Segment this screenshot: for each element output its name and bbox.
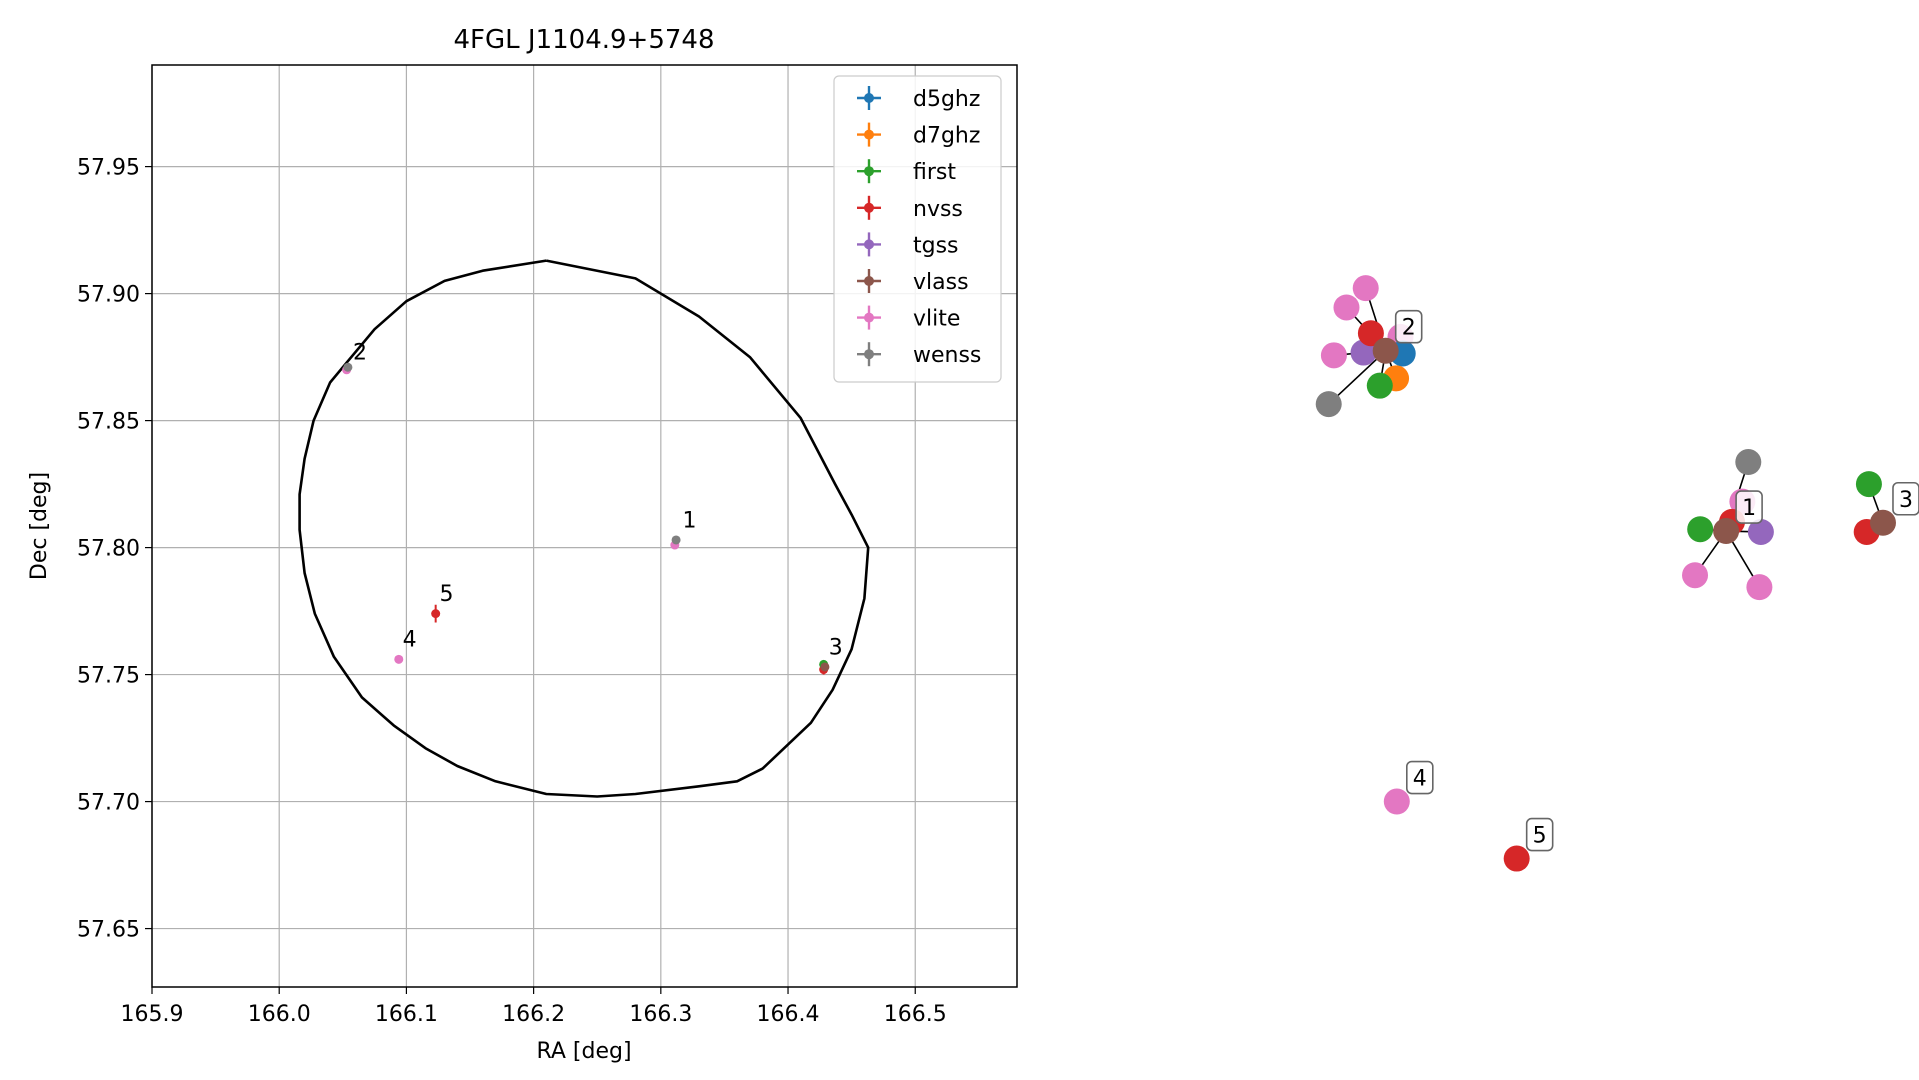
network-node-wenss xyxy=(1735,449,1762,476)
network-labels: 2 1 3 4 5 xyxy=(1394,309,1919,852)
legend-marker-dot-d5ghz xyxy=(864,93,874,103)
y-tick-label: 57.80 xyxy=(77,537,140,562)
data-point-vlite xyxy=(394,654,404,664)
x-axis-ticks: 165.9 166.0 166.1 166.2 166.3 166.4 166.5 xyxy=(121,987,947,1027)
network-node-nvss xyxy=(1503,845,1530,872)
network-label-box xyxy=(1406,760,1434,795)
network-node-first xyxy=(1855,471,1882,498)
y-axis-label: Dec [deg] xyxy=(27,472,52,580)
network-node-first xyxy=(1366,372,1393,399)
x-tick-label: 166.1 xyxy=(375,1002,438,1027)
y-tick-label: 57.70 xyxy=(77,791,140,816)
uncertainty-ellipse xyxy=(298,259,870,798)
legend: d5ghz d7ghz first nvss tgss vlass vlite wenss xyxy=(833,75,1002,383)
x-tick-label: 166.4 xyxy=(757,1002,820,1027)
x-tick-label: 165.9 xyxy=(121,1002,184,1027)
network-label-2: 2 xyxy=(1402,316,1416,341)
x-tick-label: 166.2 xyxy=(502,1002,565,1027)
data-point-wenss xyxy=(671,535,681,545)
network-node-vlite xyxy=(1383,788,1410,815)
network-node-vlass xyxy=(1713,518,1740,545)
legend-label-nvss: nvss xyxy=(913,197,963,222)
data-point-nvss xyxy=(431,609,441,619)
network-label-box xyxy=(1735,490,1763,524)
point-label-5: 5 xyxy=(439,582,453,607)
y-tick-label: 57.65 xyxy=(77,918,140,943)
x-tick-label: 166.5 xyxy=(884,1002,947,1027)
plot-frame xyxy=(151,64,1018,988)
network-node-vlite xyxy=(1333,294,1360,321)
legend-marker-dot-tgss xyxy=(864,239,874,250)
y-axis-ticks: 57.65 57.70 57.75 57.80 57.85 57.90 57.95 xyxy=(77,156,152,943)
data-point-vlass xyxy=(820,662,830,672)
y-tick-label: 57.85 xyxy=(77,410,140,435)
network-node-first xyxy=(1687,516,1714,543)
data-points xyxy=(342,362,830,675)
point-label-4: 4 xyxy=(403,628,417,653)
network-node-wenss xyxy=(1315,391,1342,418)
network-node-nvss xyxy=(1357,320,1384,347)
network-label-box xyxy=(1525,817,1554,852)
legend-label-vlass: vlass xyxy=(913,270,969,295)
network-label-box xyxy=(1394,309,1423,344)
point-label-2: 2 xyxy=(353,341,367,366)
network-node-vlite xyxy=(1352,275,1379,302)
network-label-3: 3 xyxy=(1899,488,1913,513)
legend-label-first: first xyxy=(913,160,956,185)
chart-title: 4FGL J1104.9+5748 xyxy=(454,25,715,55)
y-tick-label: 57.90 xyxy=(77,283,140,308)
network-label-1: 1 xyxy=(1742,496,1756,521)
legend-label-tgss: tgss xyxy=(913,233,959,258)
network-node-vlite xyxy=(1682,562,1709,589)
y-tick-label: 57.95 xyxy=(77,156,140,181)
point-label-1: 1 xyxy=(682,508,696,533)
network-nodes xyxy=(1315,275,1896,872)
legend-marker-dot-d7ghz xyxy=(864,129,874,140)
legend-marker-dot-nvss xyxy=(864,202,874,213)
legend-marker-dot-vlite xyxy=(864,312,874,323)
network-edge xyxy=(1328,350,1387,405)
network-node-vlite xyxy=(1320,342,1347,369)
network-node-vlass xyxy=(1372,337,1399,364)
legend-marker-dot-wenss xyxy=(864,349,874,360)
legend-marker-dot-vlass xyxy=(864,276,874,286)
data-point-wenss xyxy=(343,362,353,372)
legend-box xyxy=(833,75,1002,383)
legend-label-d5ghz: d5ghz xyxy=(913,87,980,112)
network-node-vlass xyxy=(1869,509,1896,536)
x-axis-label: RA [deg] xyxy=(536,1039,631,1064)
legend-label-d7ghz: d7ghz xyxy=(913,124,980,149)
x-tick-label: 166.3 xyxy=(629,1002,692,1027)
point-label-3: 3 xyxy=(829,635,843,660)
source-ellipse xyxy=(298,259,870,798)
network-node-vlite xyxy=(1746,574,1773,601)
point-labels: 1 2 3 45 xyxy=(353,341,843,661)
x-tick-label: 166.0 xyxy=(248,1002,311,1027)
legend-label-wenss: wenss xyxy=(913,343,981,368)
legend-label-vlite: vlite xyxy=(913,307,960,332)
network-node-tgss xyxy=(1747,518,1774,545)
network-panel: 2 1 3 4 5 xyxy=(1315,275,1919,872)
legend-marker-dot-first xyxy=(864,166,874,177)
y-tick-label: 57.75 xyxy=(77,664,140,689)
network-label-5: 5 xyxy=(1533,824,1547,849)
grid-lines xyxy=(151,65,1017,987)
network-label-4: 4 xyxy=(1413,767,1427,792)
